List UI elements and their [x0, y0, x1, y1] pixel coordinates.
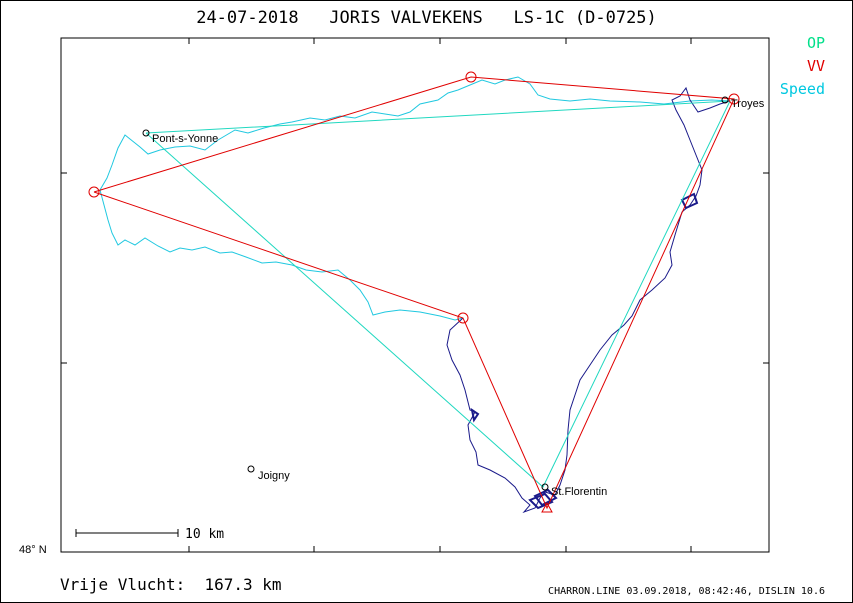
start-triangle-marker	[541, 501, 553, 513]
op-route-line	[145, 100, 731, 488]
turnpoint-marker	[728, 93, 740, 105]
map-frame	[60, 37, 770, 553]
track-slow-path	[446, 86, 731, 514]
turnpoint-marker	[465, 71, 477, 83]
map-ticks	[61, 38, 769, 553]
place-label-troyes: Troyes	[731, 98, 765, 110]
place-marker-florentin	[541, 483, 549, 491]
scale-bar	[75, 529, 179, 537]
legend-op: OP	[807, 34, 825, 52]
place-label-pont: Pont-s-Yonne	[152, 133, 218, 145]
scale-label: 10 km	[185, 527, 224, 542]
legend-op-label: OP	[806, 34, 825, 52]
place-label-joigny: Joigny	[258, 470, 290, 482]
place-label-florentin: St.Florentin	[551, 486, 607, 498]
track-fast-path	[99, 76, 731, 321]
track-thermal-cluster	[470, 192, 699, 510]
legend-speed: Speed	[780, 80, 825, 98]
place-marker-joigny	[247, 465, 255, 473]
turnpoint-marker	[88, 186, 100, 198]
legend-vv: VV	[807, 57, 825, 75]
legend-vv-label: VV	[806, 57, 825, 75]
vv-task-line	[93, 76, 735, 510]
place-marker-troyes	[721, 96, 729, 104]
flight-title: 24-07-2018 JORIS VALVEKENS LS-1C (D-0725…	[196, 8, 657, 28]
place-marker-pont	[142, 129, 150, 137]
legend-speed-label: Speed	[779, 80, 825, 98]
turnpoint-marker	[457, 312, 469, 324]
distance-text: Vrije Vlucht: 167.3 km	[60, 575, 282, 594]
meta-text: CHARRON.LINE 03.09.2018, 08:42:46, DISLI…	[548, 586, 825, 597]
latitude-label: 48° N	[19, 544, 47, 556]
